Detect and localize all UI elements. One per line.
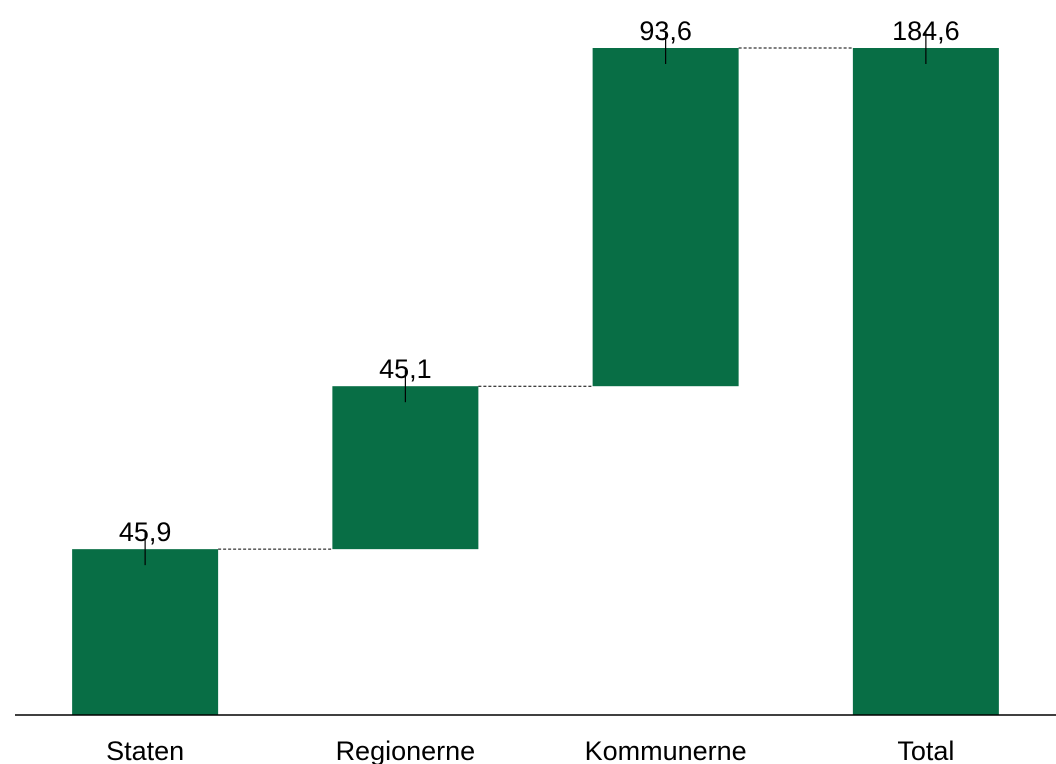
category-label: Staten: [106, 736, 184, 764]
category-labels: Staten Regionerne Kommunerne Total: [106, 736, 954, 764]
bar-staten: [72, 549, 219, 715]
category-label: Regionerne: [336, 736, 476, 764]
category-label: Kommunerne: [585, 736, 747, 764]
bar-regionerne: [332, 386, 479, 550]
connector-lines: [218, 47, 853, 550]
value-label: 45,9: [119, 517, 172, 547]
category-label: Total: [897, 736, 954, 764]
bar-top-ticks: [144, 32, 927, 566]
bars-group: [72, 48, 999, 715]
value-labels: 45,9 45,1 93,6 184,6: [119, 16, 960, 547]
value-label: 45,1: [379, 354, 432, 384]
value-label: 93,6: [639, 16, 692, 46]
value-label: 184,6: [892, 16, 960, 46]
bar-total: [852, 48, 999, 715]
bar-kommunerne: [592, 48, 739, 387]
